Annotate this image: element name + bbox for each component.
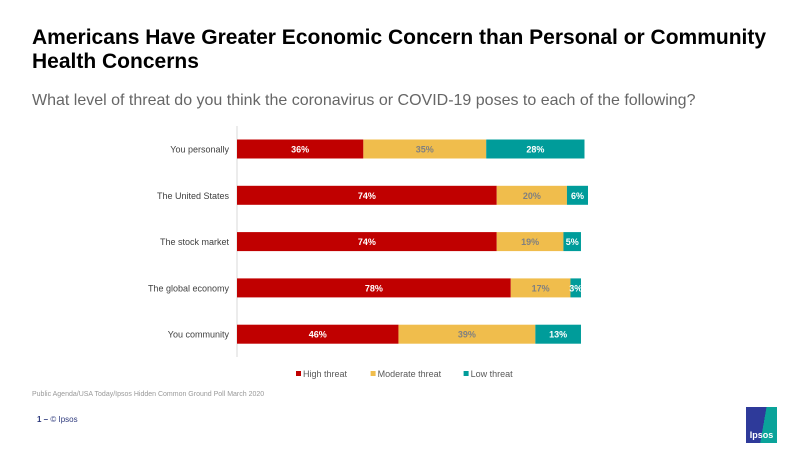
- bar-segment: [237, 232, 497, 252]
- data-label: 28%: [526, 145, 544, 155]
- bar-segment: [566, 185, 588, 205]
- data-label: 5%: [566, 237, 579, 247]
- data-label: 74%: [358, 191, 376, 201]
- data-label: 13%: [549, 330, 567, 340]
- bar-segment: [237, 324, 399, 344]
- legend-label: Moderate threat: [378, 369, 442, 379]
- category-label: The United States: [157, 191, 230, 201]
- category-label: The stock market: [160, 237, 230, 247]
- bar-segment: [496, 232, 564, 252]
- bar-segment: [237, 139, 364, 159]
- category-label: You community: [168, 330, 230, 340]
- page-number: 1 –: [37, 415, 49, 424]
- data-label: 36%: [291, 145, 309, 155]
- source-note: Public Agenda/USA Today/Ipsos Hidden Com…: [32, 391, 265, 398]
- slide-subtitle: What level of threat do you think the co…: [32, 92, 696, 109]
- data-label: 17%: [532, 283, 550, 293]
- legend-swatch: [296, 371, 301, 376]
- data-label: 3%: [569, 283, 582, 293]
- bar-segment: [237, 278, 511, 298]
- legend-swatch: [463, 371, 469, 376]
- ipsos-logo: Ipsos: [746, 407, 777, 443]
- bar-segment: [510, 278, 571, 298]
- bar-segment: [563, 232, 581, 252]
- data-label: 20%: [523, 191, 541, 201]
- bar-segment: [398, 324, 536, 344]
- data-label: 46%: [309, 330, 327, 340]
- data-label: 19%: [521, 237, 539, 247]
- bar-segment: [486, 139, 585, 159]
- bar-segment: [535, 324, 581, 344]
- bar-segment: [570, 278, 581, 298]
- slide-title: Americans Have Greater Economic Concern …: [32, 26, 767, 73]
- data-label: 78%: [365, 283, 383, 293]
- data-label: 74%: [358, 237, 376, 247]
- legend-label: Low threat: [471, 369, 514, 379]
- category-label: You personally: [170, 145, 229, 155]
- bar-segment: [237, 185, 497, 205]
- legend-swatch: [370, 371, 376, 376]
- bar-segment: [363, 139, 487, 159]
- category-label: The global economy: [148, 283, 230, 293]
- bar-segment: [496, 185, 567, 205]
- page-footer: 1 – © Ipsos: [37, 415, 78, 424]
- data-label: 6%: [571, 191, 584, 201]
- copyright: © Ipsos: [50, 415, 78, 424]
- data-label: 39%: [458, 330, 476, 340]
- legend-label: High threat: [303, 369, 348, 379]
- data-label: 35%: [416, 145, 434, 155]
